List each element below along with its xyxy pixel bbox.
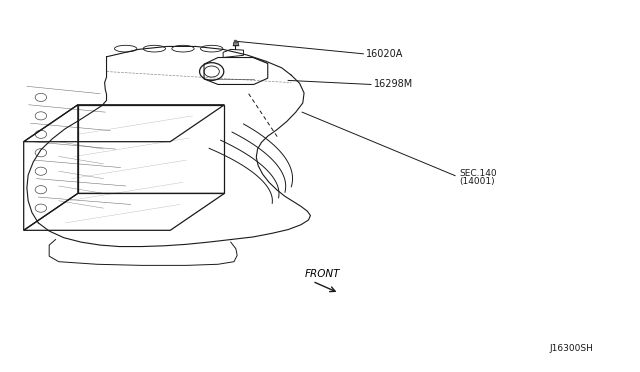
Text: 16020A: 16020A (366, 49, 403, 59)
Text: (14001): (14001) (459, 177, 495, 186)
Text: FRONT: FRONT (305, 269, 340, 279)
FancyBboxPatch shape (233, 42, 238, 45)
Text: J16300SH: J16300SH (550, 344, 594, 353)
Text: 16298M: 16298M (374, 80, 413, 89)
Text: SEC.140: SEC.140 (459, 169, 497, 177)
